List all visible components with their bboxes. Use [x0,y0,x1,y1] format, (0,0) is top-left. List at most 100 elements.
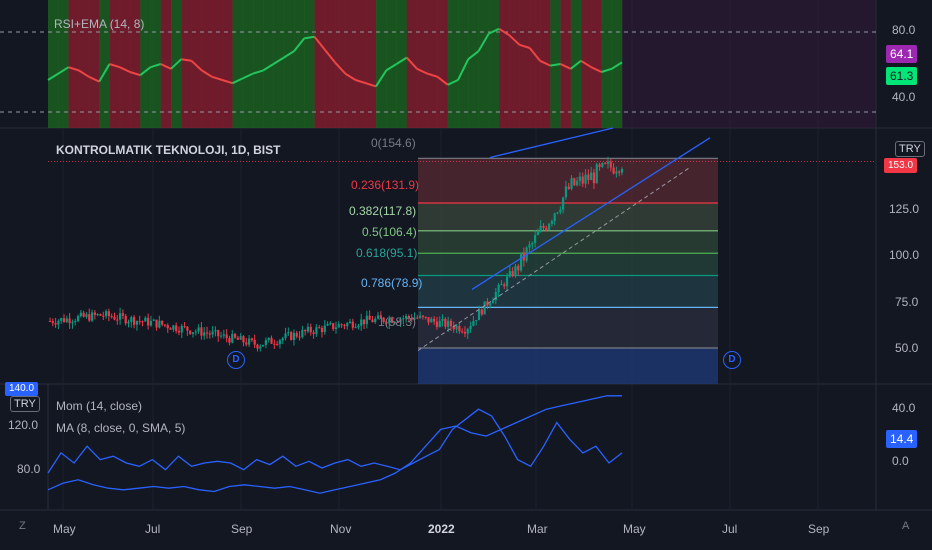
rsi-regime-band [499,0,510,128]
candle-body [604,162,607,164]
candle-body [233,333,237,338]
channel-lower-line [471,137,711,291]
candle-body [413,317,416,320]
rsi-regime-band [396,0,408,128]
rsi-line-segment [601,67,613,73]
candle-body [48,320,52,322]
rsi-regime-band [345,0,356,128]
candle-body [562,197,565,210]
candle-body [570,178,573,189]
rsi-regime-band [201,0,213,128]
candle-body [514,266,517,276]
rsi-line-segment [426,72,438,78]
candle-body [500,284,503,286]
dividend-marker-1[interactable]: D [227,351,245,369]
candle-body [127,321,130,324]
rsi-regime-band [160,0,172,128]
candle-body [449,320,453,327]
candle-body [511,271,514,276]
candle-body [144,317,147,322]
candle-body [284,333,287,339]
rsi-regime-band [335,0,346,128]
candle-body [222,334,225,336]
rsi-line-segment [313,36,326,51]
rsi-line-segment [344,72,357,81]
candle-body [595,164,598,184]
time-label-sep2: Sep [808,522,830,536]
mom-tick-0: 0.0 [892,454,909,468]
candle-body [169,328,172,330]
left-tick-120: 120.0 [8,418,39,432]
candle-body [517,266,520,271]
auto-scale-button[interactable]: A [902,520,910,532]
rsi-line-segment [119,66,131,73]
rsi-regime-band [222,0,233,128]
candle-body [590,172,593,181]
candle-body [295,332,298,337]
rsi-line-segment [590,66,602,73]
fib-zone-extension [418,347,718,384]
candle-body [424,316,427,318]
candle-body [175,325,178,332]
fib-zone [418,253,718,276]
fib-label-1: 1(58.3) [378,315,417,329]
candle-body [334,327,338,329]
rsi-line-segment [150,63,162,69]
rsi-regime-band [437,0,449,128]
candle-body [256,344,259,349]
candle-body [505,276,509,287]
candle-body [326,323,329,326]
price-tick-50: 50.0 [895,341,919,355]
price-tick-75: 75.0 [895,295,919,309]
candle-body [374,318,377,323]
dividend-marker-2[interactable]: D [723,351,741,369]
candle-body [447,320,450,327]
candle-body [452,326,455,330]
candle-body [158,320,161,328]
candle-body [270,337,273,344]
candle-body [584,174,587,184]
time-label-jul2: Jul [722,522,738,536]
candle-body [200,327,203,336]
rsi-line-segment [190,60,203,72]
candle-body [396,322,399,324]
candle-body [379,315,382,318]
candle-body [362,319,366,325]
candle-body [99,314,102,316]
timezone-button[interactable]: Z [19,520,26,532]
rsi-regime-band [529,0,541,128]
candle-body [88,314,91,321]
mom-title: Mom (14, close) [56,399,143,413]
rsi-line-segment [283,50,295,59]
rsi-regime-band [150,0,162,128]
time-label-may: May [53,522,76,536]
candle-body [612,167,615,174]
rsi-regime-band [509,0,520,128]
candle-body [620,168,624,173]
candle-body [489,303,492,306]
rsi-line-segment [436,76,449,86]
candle-body [118,313,122,320]
currency-button[interactable]: TRY [895,141,925,157]
rsi-regime-band [417,0,428,128]
candle-body [228,338,231,343]
candle-body [354,327,357,329]
candle-body [242,336,245,343]
rsi-line-segment [68,66,80,72]
candle-body [480,309,483,315]
candle-body [245,342,248,345]
rsi-regime-band [314,0,326,128]
rsi-line-segment [201,69,213,78]
rsi-regime-band [109,0,121,128]
candle-body [461,331,464,333]
rsi-line-segment [550,63,561,67]
candle-body [438,320,441,328]
rsi-line-segment [221,79,233,85]
candle-body [576,180,579,186]
candle-body [559,209,562,213]
left-tick-80: 80.0 [17,462,41,476]
candle-body [51,321,54,324]
mom-currency-button[interactable]: TRY [10,396,40,412]
candle-body [110,316,113,318]
candle-body [581,176,584,184]
